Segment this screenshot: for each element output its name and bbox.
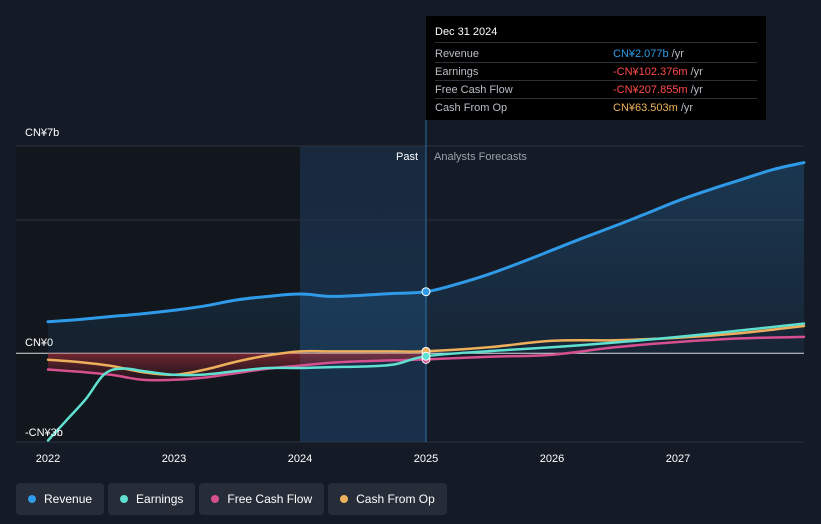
y-label-bottom: -CN¥3b bbox=[25, 427, 63, 439]
data-point-earnings bbox=[421, 351, 431, 361]
negative-area bbox=[48, 353, 426, 381]
tooltip-unit: /yr bbox=[680, 102, 694, 114]
history-background bbox=[16, 146, 300, 442]
tooltip-row-cash-from-op: Cash From Op CN¥63.503m /yr bbox=[435, 99, 757, 116]
tooltip-label: Cash From Op bbox=[435, 102, 508, 114]
past-label: Past bbox=[396, 151, 418, 163]
tooltip-unit: /yr bbox=[690, 84, 703, 96]
tooltip-unit: /yr bbox=[671, 48, 684, 60]
tooltip-value: -CN¥102.376m bbox=[613, 66, 688, 78]
x-tick-label: 2025 bbox=[414, 453, 438, 465]
tooltip-unit: /yr bbox=[690, 66, 703, 78]
legend-label: Cash From Op bbox=[356, 492, 435, 506]
x-tick-label: 2026 bbox=[540, 453, 564, 465]
tooltip-label: Revenue bbox=[435, 48, 480, 60]
tooltip-label: Free Cash Flow bbox=[435, 84, 513, 96]
tooltip: Dec 31 2024 Revenue CN¥2.077b /yr Earnin… bbox=[426, 16, 766, 120]
legend: Revenue Earnings Free Cash Flow Cash Fro… bbox=[16, 483, 447, 515]
tooltip-value: -CN¥207.855m bbox=[613, 84, 688, 96]
y-label-top: CN¥7b bbox=[25, 127, 59, 139]
tooltip-row-free-cash-flow: Free Cash Flow -CN¥207.855m /yr bbox=[435, 81, 757, 99]
legend-item-cash-from-op[interactable]: Cash From Op bbox=[328, 483, 447, 515]
revenue-area bbox=[48, 162, 804, 354]
x-tick-label: 2024 bbox=[288, 453, 312, 465]
revenue-dot-icon bbox=[28, 495, 36, 503]
x-tick-label: 2022 bbox=[36, 453, 60, 465]
x-tick-label: 2027 bbox=[666, 453, 690, 465]
series-line-free-cash-flow bbox=[46, 335, 806, 382]
tooltip-value: CN¥63.503m bbox=[613, 102, 678, 114]
series-line-earnings bbox=[46, 322, 806, 442]
free-cash-flow-dot-icon bbox=[211, 495, 220, 503]
x-tick-label: 2023 bbox=[162, 453, 186, 465]
legend-item-revenue[interactable]: Revenue bbox=[16, 483, 105, 515]
forecast-label: Analysts Forecasts bbox=[434, 151, 527, 163]
earnings-dot-icon bbox=[120, 495, 129, 503]
tooltip-row-earnings: Earnings -CN¥102.376m /yr bbox=[435, 63, 757, 81]
legend-label: Revenue bbox=[44, 492, 93, 506]
tooltip-date: Dec 31 2024 bbox=[435, 24, 757, 43]
legend-item-earnings[interactable]: Earnings bbox=[108, 483, 196, 515]
tooltip-label: Earnings bbox=[435, 66, 479, 78]
cash-from-op-dot-icon bbox=[340, 495, 349, 503]
tooltip-row-revenue: Revenue CN¥2.077b /yr bbox=[435, 45, 757, 63]
data-point-revenue bbox=[421, 287, 431, 297]
legend-label: Earnings bbox=[136, 492, 184, 506]
tooltip-value: CN¥2.077b bbox=[613, 48, 669, 60]
legend-item-free-cash-flow[interactable]: Free Cash Flow bbox=[199, 483, 325, 515]
legend-label: Free Cash Flow bbox=[227, 492, 313, 506]
y-label-zero: CN¥0 bbox=[25, 337, 53, 349]
